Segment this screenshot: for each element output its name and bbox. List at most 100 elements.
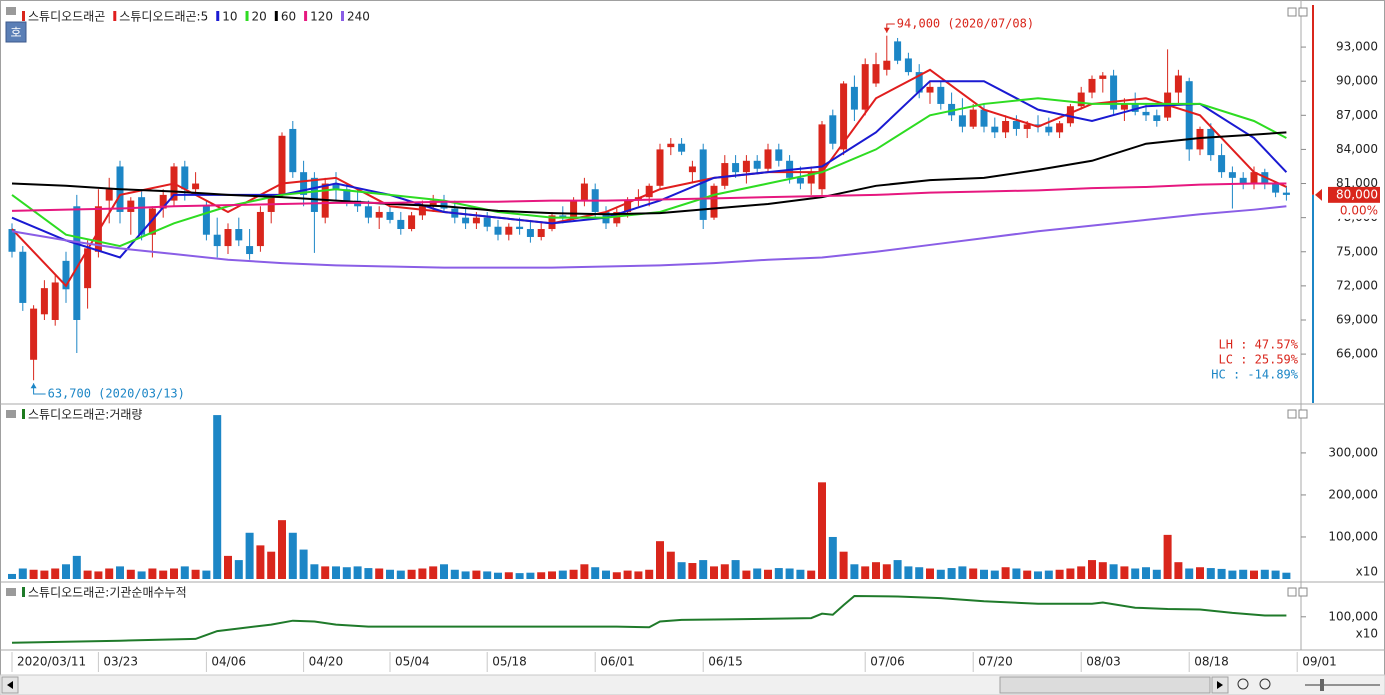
volume-bar	[1131, 568, 1140, 579]
volume-bar	[504, 572, 513, 579]
candle-body	[1045, 126, 1053, 133]
volume-bar	[807, 570, 816, 579]
scroll-thumb[interactable]	[999, 676, 1211, 694]
volume-bar	[440, 564, 448, 579]
close-icon[interactable]	[1298, 409, 1308, 419]
candle-body	[904, 58, 912, 73]
legend-swatch	[341, 11, 344, 21]
zoom-handle[interactable]	[1320, 679, 1324, 691]
x-tick-label: 09/01	[1302, 655, 1337, 669]
volume-bar	[828, 536, 837, 579]
volume-bar	[8, 573, 16, 579]
candle-body	[51, 282, 59, 320]
minimize-icon[interactable]	[1287, 409, 1297, 419]
volume-bar	[699, 560, 708, 579]
volume-bar	[904, 566, 913, 579]
volume-bar	[299, 549, 308, 579]
zoom-in[interactable]	[1259, 678, 1271, 690]
volume-bar	[396, 570, 405, 579]
candle-body	[40, 288, 48, 315]
volume-bar	[40, 570, 49, 579]
candle-body	[138, 197, 146, 235]
candle-body	[688, 166, 696, 173]
volume-bar	[753, 568, 762, 579]
volume-bar	[602, 570, 610, 579]
candle-body	[850, 86, 858, 110]
volume-bar	[915, 567, 924, 579]
candle-body	[1228, 172, 1236, 178]
volume-bar	[893, 560, 902, 579]
close-icon[interactable]	[1298, 7, 1308, 17]
volume-bar	[213, 415, 222, 579]
volume-bar	[969, 568, 978, 579]
candle-body	[915, 72, 923, 93]
candle-body	[958, 115, 966, 127]
y-tick-label: 81,000	[1336, 176, 1378, 190]
volume-bar	[94, 571, 103, 579]
volume-bar	[731, 560, 740, 579]
volume-bar	[990, 570, 999, 579]
candle-body	[332, 183, 340, 190]
candle-body	[1120, 103, 1128, 110]
x-tick-label: 05/18	[492, 655, 527, 669]
moving-average	[11, 131, 1287, 216]
last-price-marker	[1315, 188, 1322, 201]
volume-bar	[332, 566, 340, 579]
volume-bar	[1088, 560, 1096, 579]
volume-bar	[839, 551, 848, 579]
zoom-out[interactable]	[1237, 678, 1249, 690]
legend-label: 10	[222, 10, 237, 24]
volume-bar	[1282, 572, 1291, 579]
candle-body	[548, 215, 556, 230]
range-stat: HC : -14.89%	[1211, 368, 1298, 382]
volume-bar	[569, 569, 578, 579]
candle-body	[429, 200, 437, 207]
moving-average	[11, 97, 1287, 248]
candle-body	[19, 251, 27, 303]
candle-body	[872, 64, 880, 84]
candle-body	[1012, 120, 1020, 129]
x-tick-label: 06/15	[708, 655, 743, 669]
candle-body	[624, 200, 632, 212]
volume-bar	[515, 573, 524, 579]
volume-bar	[418, 568, 427, 579]
candle-body	[202, 206, 210, 235]
mode-button-label[interactable]: 호	[10, 26, 21, 40]
mode-button[interactable]	[5, 21, 27, 43]
x-tick-label: 07/20	[978, 655, 1013, 669]
volume-bar	[1196, 567, 1204, 579]
legend-swatch	[304, 11, 308, 21]
volume-bar	[245, 532, 254, 579]
volume-bar	[364, 568, 373, 579]
volume-bar	[677, 562, 686, 579]
candle-body	[742, 160, 750, 173]
candle-body	[105, 189, 113, 201]
candle-body	[840, 83, 848, 150]
candle-body	[494, 226, 502, 235]
volume-bar	[1120, 566, 1129, 579]
candle-body	[1207, 128, 1215, 156]
legend-swatch	[113, 11, 117, 21]
candle-body	[796, 177, 804, 184]
volume-bar	[310, 564, 319, 579]
volume-bar	[137, 571, 146, 579]
legend-label: 120	[310, 10, 333, 24]
legend-swatch	[22, 409, 25, 419]
x-tick-label: 06/01	[600, 655, 635, 669]
candle-body	[1110, 75, 1118, 110]
close-icon[interactable]	[1298, 587, 1308, 597]
volume-bar	[785, 568, 794, 579]
candle-body	[62, 260, 70, 290]
volume-bar	[796, 569, 805, 579]
volume-bar	[926, 568, 934, 579]
legend-swatch	[216, 11, 220, 21]
minimize-icon[interactable]	[1287, 587, 1297, 597]
minimize-icon[interactable]	[1287, 7, 1297, 17]
y-tick-label: 93,000	[1336, 40, 1378, 54]
candle-body	[753, 160, 761, 169]
volume-bar	[1228, 570, 1237, 579]
volume-bar	[375, 568, 384, 579]
candle-body	[310, 177, 318, 212]
volume-bar	[526, 572, 535, 579]
candle-body	[645, 185, 653, 198]
